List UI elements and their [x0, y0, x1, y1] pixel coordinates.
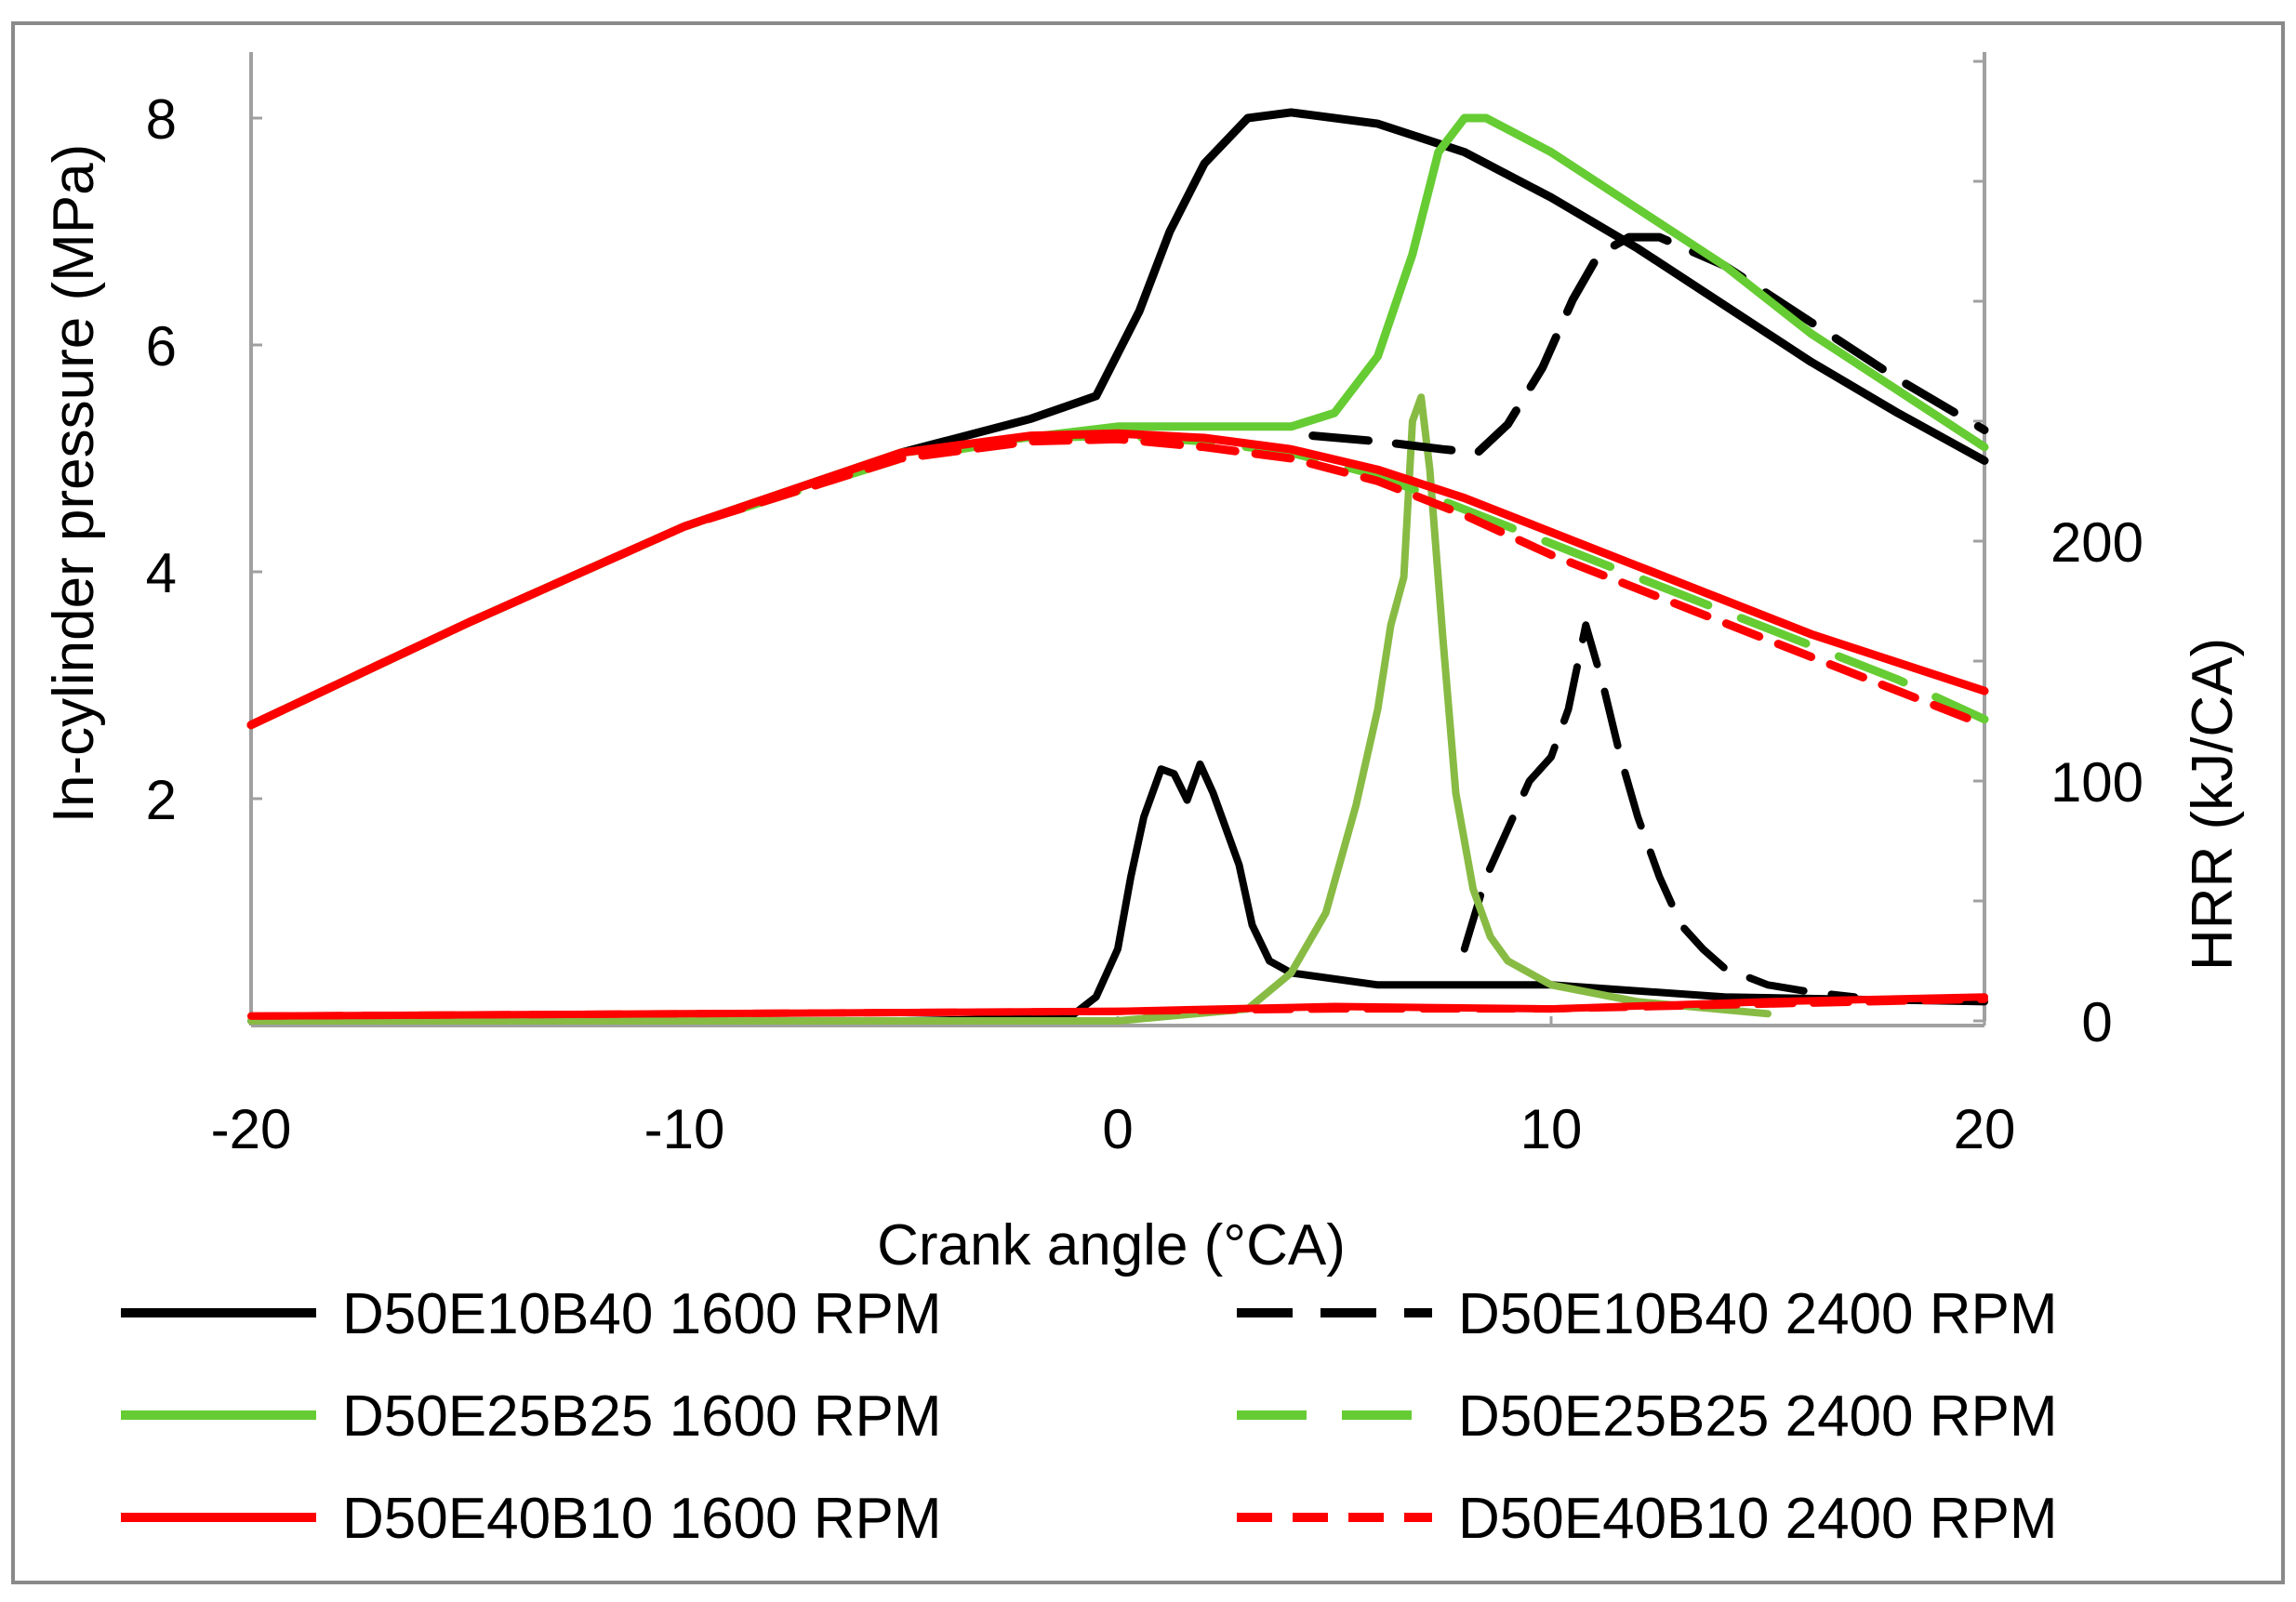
- y-tick-label: 6: [146, 315, 177, 377]
- series-line-d50e40b10-2400-rpm: [246, 434, 1989, 730]
- x-tick-label: -20: [211, 1098, 292, 1160]
- y2-tick-label: 0: [2081, 991, 2112, 1053]
- legend-label: D50E10B40 1600 RPM: [342, 1282, 942, 1346]
- series-line-d50e10b40-2400-rpm: [1308, 232, 1989, 457]
- series-line-d50e40b10-2400-rpm-hrr: [247, 995, 1988, 1020]
- x-tick-label: 20: [1954, 1098, 2016, 1160]
- legend-label: D50E25B25 1600 RPM: [342, 1384, 942, 1449]
- legend-label: D50E25B25 2400 RPM: [1458, 1384, 2058, 1449]
- x-tick-label: 10: [1520, 1098, 1583, 1160]
- series-line-d50e25b25-1600-rpm-hrr: [247, 393, 1772, 1025]
- x-axis-label: Crank angle (°CA): [877, 1213, 1346, 1278]
- y-axis-label: In-cylinder pressure (MPa): [42, 144, 106, 823]
- y-tick-label: 2: [146, 769, 177, 831]
- axes-group: [249, 52, 1986, 1027]
- y2-tick-label: 100: [2050, 751, 2143, 814]
- tick-labels-group: -20 -10 0 10 20 2 4 6 8 0 100 200: [146, 88, 2143, 1160]
- hrr-series-group: [247, 393, 1988, 1025]
- legend-label: D50E10B40 2400 RPM: [1458, 1282, 2058, 1346]
- legend: D50E10B40 1600 RPM D50E10B40 2400 RPM D50E…: [121, 1282, 2058, 1551]
- y2-tick-label: 200: [2050, 511, 2143, 574]
- x-tick-label: 0: [1102, 1098, 1133, 1160]
- y2-axis-label: HRR (kJ/CA): [2181, 638, 2245, 971]
- legend-label: D50E40B10 1600 RPM: [342, 1487, 942, 1551]
- legend-label: D50E40B10 2400 RPM: [1458, 1487, 2058, 1551]
- pressure-series-group: [246, 108, 1989, 730]
- series-line-d50e10b40-1600-rpm-hrr: [247, 760, 1988, 1025]
- y-tick-label: 8: [146, 88, 177, 151]
- y-tick-label: 4: [146, 542, 177, 604]
- x-tick-label: -10: [644, 1098, 725, 1160]
